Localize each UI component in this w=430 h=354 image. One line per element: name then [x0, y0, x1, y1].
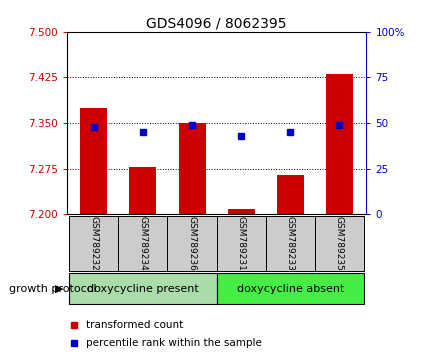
Text: percentile rank within the sample: percentile rank within the sample [86, 338, 261, 348]
Bar [178, 123, 205, 214]
Bar [80, 108, 107, 214]
Text: GSM789232: GSM789232 [89, 216, 98, 271]
Text: GSM789231: GSM789231 [236, 216, 245, 271]
Bar [227, 209, 254, 214]
Text: ▶: ▶ [55, 284, 64, 293]
Bar [325, 74, 352, 214]
Bar [129, 167, 156, 214]
Bar [118, 216, 167, 271]
Bar [265, 216, 314, 271]
Text: transformed count: transformed count [86, 320, 183, 330]
Bar [216, 216, 265, 271]
Text: doxycycline present: doxycycline present [87, 284, 198, 293]
Bar [69, 273, 216, 304]
Bar [216, 273, 363, 304]
Bar [167, 216, 216, 271]
Title: GDS4096 / 8062395: GDS4096 / 8062395 [146, 17, 286, 31]
Text: GSM789235: GSM789235 [334, 216, 343, 271]
Bar [69, 216, 118, 271]
Text: GSM789234: GSM789234 [138, 216, 147, 271]
Bar [314, 216, 363, 271]
Text: GSM789233: GSM789233 [285, 216, 294, 271]
Text: GSM789236: GSM789236 [187, 216, 196, 271]
Text: growth protocol: growth protocol [9, 284, 96, 293]
Text: doxycycline absent: doxycycline absent [236, 284, 343, 293]
Bar [276, 175, 303, 214]
